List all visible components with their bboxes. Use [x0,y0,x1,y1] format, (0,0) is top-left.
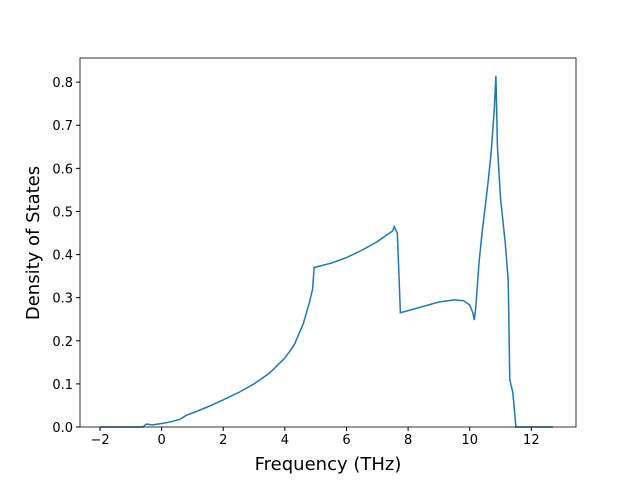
y-tick-label: 0.1 [52,378,73,393]
x-tick-label: 10 [461,433,478,448]
y-tick-label: 0.6 [52,162,73,177]
y-tick-label: 0.4 [52,249,73,264]
x-tick-label: 8 [404,433,412,448]
y-tick-label: 0.0 [52,421,73,436]
y-tick-label: 0.5 [52,205,73,220]
y-tick-label: 0.7 [52,119,73,134]
x-axis-label: Frequency (THz) [255,454,402,475]
x-tick-label: −2 [90,433,109,448]
y-axis-label: Density of States [23,166,44,320]
x-tick-label: 12 [523,433,540,448]
x-tick-label: 2 [219,433,227,448]
x-tick-label: 0 [157,433,165,448]
x-tick-label: 6 [342,433,350,448]
plot-frame [79,57,577,428]
x-tick-label: 4 [281,433,289,448]
data-line [100,75,553,428]
y-tick-label: 0.2 [52,335,73,350]
y-tick-label: 0.8 [52,76,73,91]
y-tick-label: 0.3 [52,292,73,307]
